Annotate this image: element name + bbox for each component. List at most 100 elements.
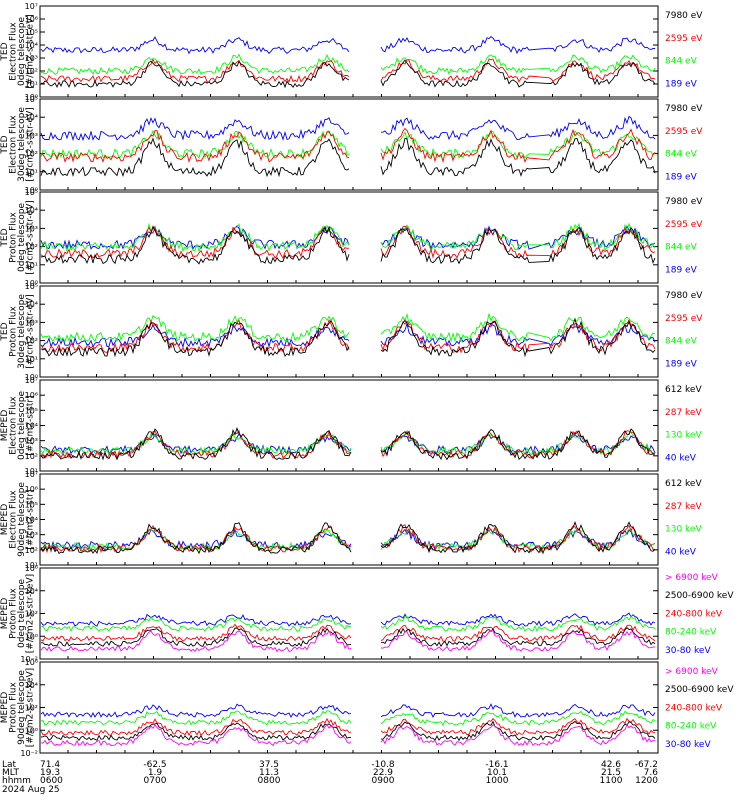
y-axis-label: MEPED: [0, 692, 10, 724]
y-tick-label: 10⁰: [25, 373, 38, 382]
legend-entry: 2595 eV: [665, 34, 703, 44]
series-line: [40, 629, 656, 653]
y-tick-label: 10⁷: [25, 376, 38, 385]
y-axis-label: Proton Flux: [9, 212, 19, 263]
y-axis-label: [#/cm2-s-str-eV]: [26, 294, 36, 369]
legend-entry: 189 eV: [665, 359, 698, 369]
y-axis-label: 90deg telescope: [17, 482, 27, 557]
panel-frame: [39, 98, 659, 191]
y-tick-label: 10⁶: [25, 15, 38, 24]
y-tick-label: 10⁰: [25, 632, 38, 641]
footer-lat-value: 37.5: [259, 760, 279, 770]
y-axis-label: Proton Flux: [9, 306, 19, 357]
y-tick-label: 10³: [25, 224, 38, 233]
y-tick-label: 10⁻²: [20, 749, 38, 758]
legend-entry: 2595 eV: [665, 127, 703, 137]
y-tick-label: 10⁴: [25, 41, 38, 50]
legend-entry: > 6900 keV: [665, 573, 719, 583]
y-tick-label: 10⁶: [25, 564, 38, 573]
panel-frame: [39, 473, 659, 566]
legend-entry: 844 eV: [665, 337, 698, 347]
legend-entry: 80-240 keV: [665, 722, 717, 732]
y-tick-label: 10⁴: [25, 516, 38, 525]
y-axis-label: [#/cm2-s-str-keV]: [26, 574, 36, 653]
series-line: [40, 312, 656, 343]
footer-mlt-value: 21.5: [601, 768, 621, 778]
y-axis-label: TED: [0, 42, 10, 61]
y-tick-label: 10²: [25, 67, 38, 76]
legend-entry: 189 eV: [665, 172, 698, 182]
series-line: [40, 612, 656, 627]
footer-row-label: MLT: [2, 768, 20, 778]
y-axis-label: 90deg telescope: [17, 670, 27, 745]
y-tick-label: 10⁴: [25, 206, 38, 215]
y-axis-label: TED: [0, 228, 10, 247]
legend-entry: 40 keV: [665, 453, 697, 463]
y-tick-label: 10⁴: [25, 113, 38, 122]
footer-mlt-value: 22.9: [373, 768, 393, 778]
y-tick-label: 10³: [25, 318, 38, 327]
legend-entry: 287 keV: [665, 408, 702, 418]
y-tick-label: 10³: [25, 54, 38, 63]
legend-entry: 7980 eV: [665, 197, 703, 207]
series-line: [40, 225, 656, 265]
series-line: [40, 723, 655, 747]
y-axis-label: [#/cm2-s-str-eV]: [26, 14, 36, 89]
y-axis-label: MEPED: [0, 410, 10, 442]
y-axis-label: MEPED: [0, 598, 10, 630]
footer-hhmm-value: 0700: [144, 776, 167, 786]
legend-entry: 130 keV: [665, 431, 702, 441]
legend-entry: 612 keV: [665, 479, 702, 489]
y-tick-label: 10³: [25, 437, 38, 446]
y-tick-label: 10⁴: [25, 300, 38, 309]
y-tick-label: 10⁵: [25, 188, 38, 197]
legend-entry: 240-800 keV: [665, 703, 723, 713]
series-line: [41, 627, 656, 648]
legend-entry: 612 keV: [665, 385, 702, 395]
series-line: [40, 35, 655, 55]
y-tick-label: 10²: [25, 243, 38, 252]
series-line: [40, 615, 656, 633]
y-axis-label: Electron Flux: [9, 490, 19, 549]
series-line: [40, 317, 656, 358]
panel-frame: [39, 661, 659, 754]
y-tick-label: 10⁰: [25, 186, 38, 195]
legend-entry: 189 eV: [665, 79, 698, 89]
series-line: [40, 59, 656, 89]
y-tick-label: 10⁶: [25, 658, 38, 667]
footer-mlt-value: 19.3: [40, 768, 60, 778]
y-tick-label: 10⁻²: [20, 655, 38, 664]
footer-hhmm-value: 1100: [600, 776, 623, 786]
footer-lat-value: 42.6: [601, 760, 621, 770]
series-line: [40, 58, 656, 83]
y-tick-label: 10²: [25, 337, 38, 346]
footer-lat-value: -16.1: [485, 760, 508, 770]
y-tick-label: 10³: [25, 531, 38, 540]
y-tick-label: 10²: [25, 452, 38, 461]
series-line: [40, 703, 656, 718]
panel-frame: [39, 379, 659, 472]
y-tick-label: 10⁵: [25, 282, 38, 291]
series-line: [40, 426, 656, 461]
y-tick-label: 10¹: [25, 80, 38, 89]
series-line: [40, 520, 656, 555]
y-tick-label: 10⁰: [25, 726, 38, 735]
y-axis-label: 0deg telescope: [17, 203, 27, 273]
date-label: 2024 Aug 25: [2, 785, 60, 795]
series-line: [40, 710, 656, 727]
legend-entry: 287 keV: [665, 502, 702, 512]
footer-hhmm-value: 0900: [372, 776, 395, 786]
legend-entry: 7980 eV: [665, 104, 703, 114]
y-tick-label: 10⁴: [25, 681, 38, 690]
footer-row-label: Lat: [2, 760, 17, 770]
panel-frame: [39, 191, 659, 284]
y-tick-label: 10⁵: [25, 406, 38, 415]
y-tick-label: 10⁴: [25, 422, 38, 431]
